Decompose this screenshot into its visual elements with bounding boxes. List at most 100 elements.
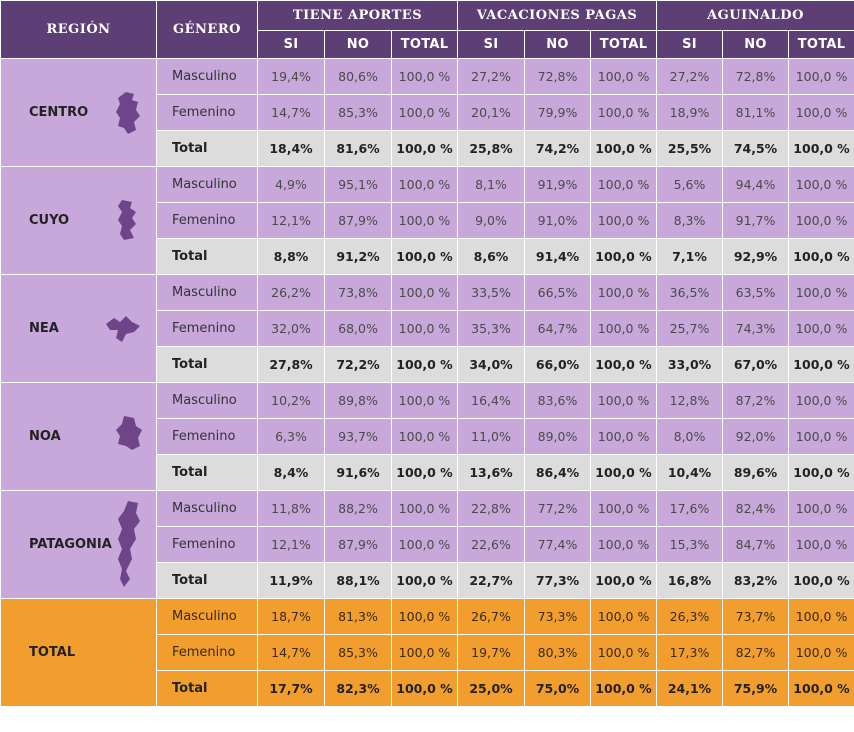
value-cell: 84,7% — [722, 526, 790, 563]
gender-label: Femenino — [156, 526, 258, 563]
value-cell: 16,4% — [457, 382, 525, 419]
value-cell: 74,3% — [722, 310, 790, 347]
table-row: Femenino 32,0% 68,0% 100,0 % 35,3% 64,7% 100,0… — [1, 310, 854, 347]
value-cell: 100,0 % — [788, 238, 854, 275]
gender-label: Total — [156, 130, 258, 167]
value-cell: 100,0 % — [391, 346, 458, 383]
value-cell: 11,9% — [257, 562, 325, 599]
value-cell: 100,0 % — [788, 418, 854, 455]
value-cell: 91,9% — [524, 166, 591, 203]
value-cell: 33,5% — [457, 274, 525, 311]
value-cell: 15,3% — [656, 526, 724, 563]
table-row: CUYO Masculino 4,9% 95,1% 100,0 % 8,1% 91,9% 10… — [0, 166, 854, 275]
table-row: CENTRO Masculino 19,4% 80,6% 100,0 % 27,2% 72,… — [0, 58, 854, 167]
value-cell: 8,1% — [457, 166, 525, 203]
value-cell: 100,0 % — [391, 58, 458, 95]
value-cell: 91,2% — [324, 238, 392, 275]
gender-label: Masculino — [156, 490, 258, 527]
table-row: PATAGONIA Masculino 11,8% 88,2% 100,0 % 22,8%… — [0, 490, 854, 599]
value-cell: 100,0 % — [391, 562, 458, 599]
table-row: NEA Masculino 26,2% 73,8% 100,0 % 33,5% 66,5% 1… — [0, 274, 854, 383]
value-cell: 7,1% — [656, 238, 724, 275]
value-cell: 100,0 % — [391, 310, 458, 347]
table-row: TOTAL Masculino 18,7% 81,3% 100,0 % 26,7% 73,3… — [0, 598, 854, 707]
table-row: Femenino 12,1% 87,9% 100,0 % 22,6% 77,4% 100,0… — [1, 526, 854, 563]
value-cell: 74,5% — [722, 130, 790, 167]
gender-label: Total — [156, 454, 258, 491]
value-cell: 100,0 % — [589, 94, 658, 131]
value-cell: 8,6% — [457, 238, 525, 275]
value-cell: 66,0% — [524, 346, 591, 383]
value-cell: 14,7% — [257, 94, 325, 131]
value-cell: 22,8% — [457, 490, 525, 527]
value-cell: 27,8% — [257, 346, 325, 383]
value-cell: 100,0 % — [589, 202, 658, 239]
value-cell: 100,0 % — [788, 526, 854, 563]
sub-header-total: TOTAL — [391, 30, 458, 59]
gender-label: Total — [156, 670, 258, 707]
value-cell: 17,6% — [656, 490, 724, 527]
value-cell: 91,6% — [324, 454, 392, 491]
sub-header-si: SI — [457, 30, 525, 59]
sub-header-si: SI — [656, 30, 724, 59]
value-cell: 100,0 % — [788, 58, 854, 95]
value-cell: 100,0 % — [391, 274, 458, 311]
gender-label: Total — [156, 238, 258, 275]
value-cell: 100,0 % — [589, 238, 658, 275]
gender-label: Total — [156, 346, 258, 383]
gender-label: Femenino — [156, 310, 258, 347]
table-row: Femenino 14,7% 85,3% 100,0 % 19,7% 80,3% 100,0… — [1, 634, 854, 671]
value-cell: 68,0% — [324, 310, 392, 347]
noa-map-icon — [116, 415, 142, 450]
value-cell: 82,7% — [722, 634, 790, 671]
value-cell: 88,1% — [324, 562, 392, 599]
value-cell: 26,3% — [656, 598, 724, 635]
table-row: Total 11,9% 88,1% 100,0 % 22,7% 77,3% 100,0 % 1… — [1, 562, 854, 599]
gender-label: Femenino — [156, 418, 258, 455]
value-cell: 26,2% — [257, 274, 325, 311]
value-cell: 87,2% — [722, 382, 790, 419]
value-cell: 74,2% — [524, 130, 591, 167]
sub-header-no: NO — [524, 30, 591, 59]
value-cell: 100,0 % — [589, 310, 658, 347]
table-row: Total 8,8% 91,2% 100,0 % 8,6% 91,4% 100,0 % 7,1… — [1, 238, 854, 275]
value-cell: 87,9% — [324, 526, 392, 563]
table-row: Total 17,7% 82,3% 100,0 % 25,0% 75,0% 100,0 % 2… — [1, 670, 854, 707]
value-cell: 85,3% — [324, 94, 392, 131]
value-cell: 33,0% — [656, 346, 724, 383]
value-cell: 94,4% — [722, 166, 790, 203]
value-cell: 10,4% — [656, 454, 724, 491]
table-row: Total 8,4% 91,6% 100,0 % 13,6% 86,4% 100,0 % 10… — [1, 454, 854, 491]
value-cell: 77,2% — [524, 490, 591, 527]
region-cell: CENTRO — [0, 58, 157, 167]
value-cell: 12,1% — [257, 202, 325, 239]
table-row: Femenino 6,3% 93,7% 100,0 % 11,0% 89,0% 100,0 … — [1, 418, 854, 455]
value-cell: 27,2% — [457, 58, 525, 95]
value-cell: 72,2% — [324, 346, 392, 383]
value-cell: 100,0 % — [391, 634, 458, 671]
value-cell: 100,0 % — [788, 346, 854, 383]
centro-map-icon — [116, 91, 140, 134]
value-cell: 83,6% — [524, 382, 591, 419]
value-cell: 82,4% — [722, 490, 790, 527]
sub-header-no: NO — [722, 30, 790, 59]
value-cell: 100,0 % — [589, 670, 658, 707]
region-cell: NOA — [0, 382, 157, 491]
group-header-vacaciones: VACACIONES PAGAS — [456, 0, 658, 31]
value-cell: 100,0 % — [391, 382, 458, 419]
value-cell: 36,5% — [656, 274, 724, 311]
value-cell: 89,8% — [324, 382, 392, 419]
table-row: Femenino 12,1% 87,9% 100,0 % 9,0% 91,0% 100,0 … — [1, 202, 854, 239]
value-cell: 100,0 % — [391, 670, 458, 707]
value-cell: 91,4% — [524, 238, 591, 275]
value-cell: 100,0 % — [391, 418, 458, 455]
value-cell: 17,3% — [656, 634, 724, 671]
table-row: NOA Masculino 10,2% 89,8% 100,0 % 16,4% 83,6% 1… — [0, 382, 854, 491]
gender-label: Femenino — [156, 202, 258, 239]
gender-label: Masculino — [156, 274, 258, 311]
value-cell: 100,0 % — [589, 130, 658, 167]
value-cell: 18,4% — [257, 130, 325, 167]
value-cell: 100,0 % — [788, 598, 854, 635]
value-cell: 91,0% — [524, 202, 591, 239]
value-cell: 81,3% — [324, 598, 392, 635]
